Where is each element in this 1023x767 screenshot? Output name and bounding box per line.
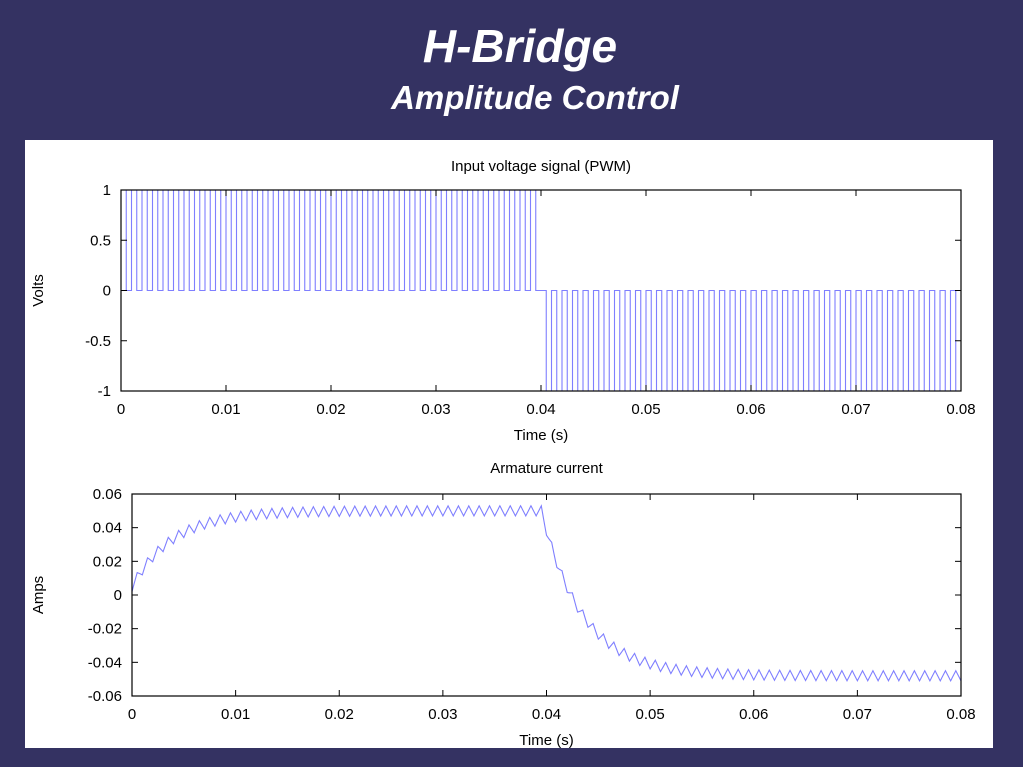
chart2-x-tick-label: 0.07 [843, 706, 872, 723]
chart2-y-axis-label: Amps [30, 576, 47, 614]
chart2-title: Armature current [490, 460, 603, 477]
chart1-y-tick-label: -1 [98, 383, 111, 400]
chart2-y-tick-label: 0.02 [93, 553, 122, 570]
chart2-y-tick-label: -0.04 [88, 654, 122, 671]
chart2-x-axis-label: Time (s) [519, 732, 573, 748]
chart2-x-tick-label: 0.04 [532, 706, 561, 723]
slide-title: H-Bridge [422, 20, 618, 72]
chart1-x-tick-label: 0.01 [211, 401, 240, 418]
chart1-x-tick-label: 0.03 [421, 401, 450, 418]
chart1-y-axis-label: Volts [30, 274, 47, 307]
chart2-y-tick-label: 0.06 [93, 486, 122, 503]
chart2-x-tick-label: 0.06 [739, 706, 768, 723]
figure-svg: 0 0.01 0.02 0.03 0.04 0.05 0.06 0.07 0.08 1 0.5 0 -0… [30, 158, 976, 748]
chart2-x-tick-label: 0.08 [946, 706, 975, 723]
chart1-y-tick-label: 0.5 [90, 232, 111, 249]
chart1-x-tick-label: 0.04 [526, 401, 555, 418]
chart1-x-tick-label: 0.05 [631, 401, 660, 418]
chart2-plot-frame [131, 493, 962, 697]
chart1-x-tick-label: 0.07 [841, 401, 870, 418]
chart1-x-tick-label: 0.02 [316, 401, 345, 418]
chart2-x-tick-label: 0.03 [428, 706, 457, 723]
chart2-y-tick-label: 0 [114, 587, 122, 604]
chart1-x-tick-label: 0 [117, 401, 125, 418]
slide-subtitle: Amplitude Control [391, 79, 679, 116]
chart2-series-line [131, 504, 962, 683]
chart1-y-tick-label: -0.5 [85, 333, 111, 350]
chart2-x-tick-label: 0.02 [325, 706, 354, 723]
chart2-y-tick-label: 0.04 [93, 520, 122, 537]
chart2-y-tick-label: -0.02 [88, 621, 122, 638]
chart1-x-axis-label: Time (s) [514, 427, 568, 444]
chart2-y-tick-label: -0.06 [88, 688, 122, 705]
chart1-y-tick-label: 1 [103, 182, 111, 199]
chart2-x-tick-label: 0.05 [636, 706, 665, 723]
chart1-y-tick-label: 0 [103, 283, 111, 300]
chart1-x-tick-label: 0.06 [736, 401, 765, 418]
chart2-x-tick-label: 0 [128, 706, 136, 723]
figure-panel: 0 0.01 0.02 0.03 0.04 0.05 0.06 0.07 0.08 1 0.5 0 -0… [25, 140, 993, 748]
chart1-x-tick-label: 0.08 [946, 401, 975, 418]
chart2-x-tick-label: 0.01 [221, 706, 250, 723]
chart1-title: Input voltage signal (PWM) [451, 158, 631, 175]
chart1-series-line [121, 189, 961, 392]
